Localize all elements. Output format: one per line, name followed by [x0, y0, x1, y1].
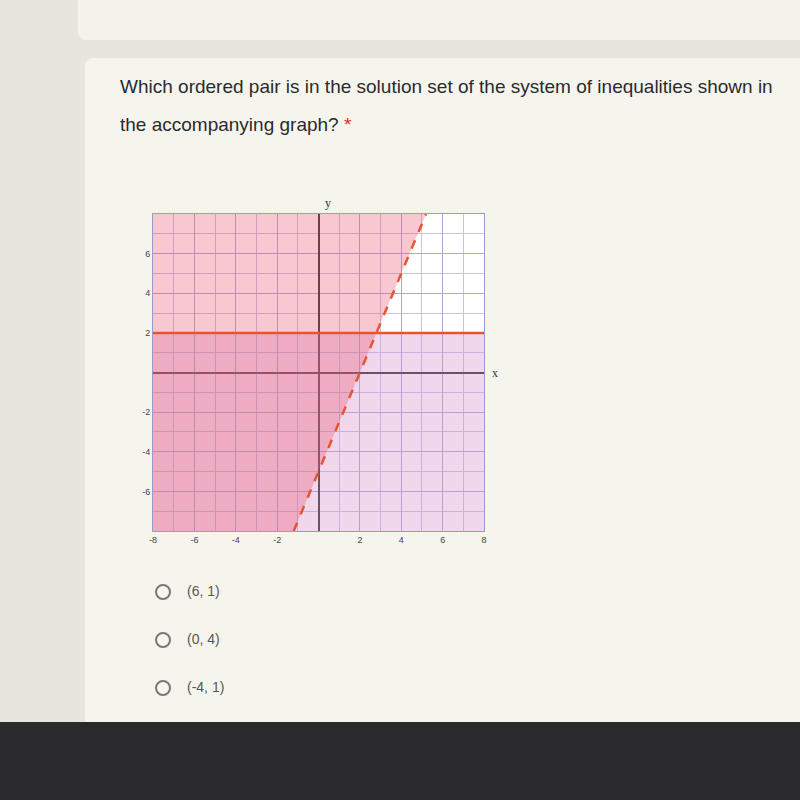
svg-text:2: 2 [145, 328, 150, 338]
svg-text:6: 6 [440, 535, 445, 545]
svg-text:4: 4 [145, 288, 150, 298]
svg-text:8: 8 [481, 535, 486, 545]
svg-text:4: 4 [399, 535, 404, 545]
svg-text:-6: -6 [142, 487, 150, 497]
svg-text:-4: -4 [232, 535, 240, 545]
svg-text:-2: -2 [142, 407, 150, 417]
svg-text:-4: -4 [142, 447, 150, 457]
svg-text:y: y [325, 196, 331, 210]
html-text:Which ordered pair is in the s: Which ordered pair is in the solution se… [120, 76, 773, 135]
html-text:(-4, 1): (-4, 1) [187, 679, 225, 695]
svg-text:2: 2 [357, 535, 362, 545]
svg-text:x: x [492, 366, 498, 380]
svg-text:-6: -6 [190, 535, 198, 545]
html-text:(0, 4): (0, 4) [187, 631, 220, 647]
svg-text:6: 6 [145, 249, 150, 259]
svg-text:-2: -2 [273, 535, 281, 545]
svg-text:-8: -8 [149, 535, 157, 545]
html-text:(6, 1): (6, 1) [187, 583, 220, 599]
